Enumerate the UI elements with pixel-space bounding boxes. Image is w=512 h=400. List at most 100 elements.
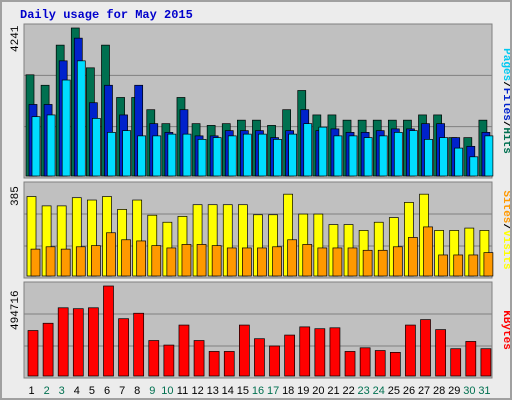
day-label-8: 8 [134, 385, 140, 397]
day-label-11: 11 [177, 385, 188, 397]
kbytes-bar [239, 324, 250, 377]
day-label-5: 5 [89, 385, 95, 397]
sites-bar [332, 247, 343, 277]
kbytes-bar [480, 348, 492, 377]
pages-bar [31, 116, 41, 177]
day-label-15: 15 [237, 385, 249, 397]
pages-bar [182, 133, 192, 177]
kbytes-bar [208, 351, 220, 377]
pages-bar [303, 123, 313, 177]
sites-bar [392, 246, 403, 277]
legend-kbytes: KBytes [500, 310, 510, 350]
kbytes-bar [299, 326, 311, 377]
pages-bar [197, 139, 207, 177]
kbytes-bar [254, 338, 265, 377]
kbytes-bar [329, 327, 341, 377]
legend-kbytes-part-0: KBytes [500, 310, 510, 350]
bottom-ymax-label: 494716 [10, 290, 22, 330]
kbytes-bar [344, 351, 356, 377]
sites-bar [60, 248, 71, 277]
pages-bar [363, 137, 373, 177]
day-label-12: 12 [191, 385, 203, 397]
day-label-23: 23 [358, 385, 370, 397]
day-label-22: 22 [342, 385, 354, 397]
sites-bar [468, 254, 479, 277]
day-label-18: 18 [282, 385, 294, 397]
chart-title: Daily usage for May 2015 [20, 8, 193, 22]
day-label-10: 10 [161, 385, 173, 397]
pages-bar [378, 135, 388, 177]
kbytes-bar [450, 348, 462, 377]
kbytes-bar [178, 324, 190, 377]
legend-pages-files-hits-part-4: Hits [500, 127, 510, 153]
sites-bar [347, 247, 358, 277]
kbytes-bar [133, 312, 145, 377]
kbytes-bar [118, 318, 129, 377]
day-label-17: 17 [267, 385, 279, 397]
day-label-1: 1 [28, 385, 34, 397]
sites-bar [226, 247, 237, 277]
kbytes-bar [420, 319, 431, 377]
day-label-7: 7 [119, 385, 125, 397]
day-label-21: 21 [327, 385, 339, 397]
day-label-27: 27 [418, 385, 430, 397]
pages-bar [288, 133, 297, 177]
sites-bar [377, 249, 388, 277]
pages-bar [107, 132, 116, 177]
sites-bar [91, 245, 101, 277]
kbytes-bar [72, 308, 84, 377]
legend-sites-visits: Sites/Visits [500, 190, 510, 269]
sites-bar [196, 244, 207, 277]
pages-bar [484, 135, 494, 177]
pages-bar [424, 139, 433, 177]
kbytes-bar [389, 352, 401, 377]
sites-bar [302, 244, 313, 277]
kbytes-bar [103, 285, 114, 377]
legend-pages-files-hits-part-1: / [500, 81, 510, 88]
legend-sites-visits-part-0: Sites [500, 190, 510, 223]
kbytes-bar [405, 324, 416, 377]
kbytes-bar [435, 329, 446, 377]
kbytes-bar [269, 345, 280, 377]
sites-bar [106, 232, 116, 277]
sites-bar [121, 239, 131, 277]
kbytes-bar [465, 341, 477, 377]
kbytes-bar [148, 340, 160, 377]
day-label-20: 20 [312, 385, 324, 397]
sites-bar [317, 247, 328, 277]
pages-bar [212, 137, 222, 177]
day-label-6: 6 [104, 385, 110, 397]
legend-sites-visits-part-2: Visits [500, 230, 510, 270]
legend-pages-files-hits-part-3: / [500, 121, 510, 128]
pages-bar [122, 130, 131, 177]
kbytes-bar [88, 307, 99, 377]
pages-bar [167, 133, 177, 177]
pages-bar [258, 133, 267, 177]
sites-bar [75, 246, 86, 277]
sites-bar [181, 244, 192, 277]
day-label-31: 31 [478, 385, 490, 397]
pages-bar [393, 132, 403, 177]
day-label-25: 25 [388, 385, 400, 397]
pages-bar [348, 135, 358, 177]
sites-bar [453, 254, 464, 277]
legend-sites-visits-part-1: / [500, 223, 510, 230]
day-label-26: 26 [403, 385, 415, 397]
pages-bar [469, 156, 479, 177]
sites-bar [45, 246, 56, 277]
top-ymax-label: 4241 [10, 25, 22, 52]
kbytes-bar [314, 328, 326, 377]
sites-bar [272, 246, 282, 277]
kbytes-bar [223, 351, 235, 377]
pages-bar [152, 135, 162, 177]
day-label-29: 29 [448, 385, 460, 397]
day-label-30: 30 [463, 385, 475, 397]
sites-bar [483, 252, 494, 277]
sites-bar [242, 247, 252, 277]
pages-bar [243, 133, 252, 177]
pages-bar [318, 126, 328, 177]
pages-bar [76, 60, 86, 177]
kbytes-bar [27, 330, 39, 377]
sites-bar [287, 239, 297, 277]
